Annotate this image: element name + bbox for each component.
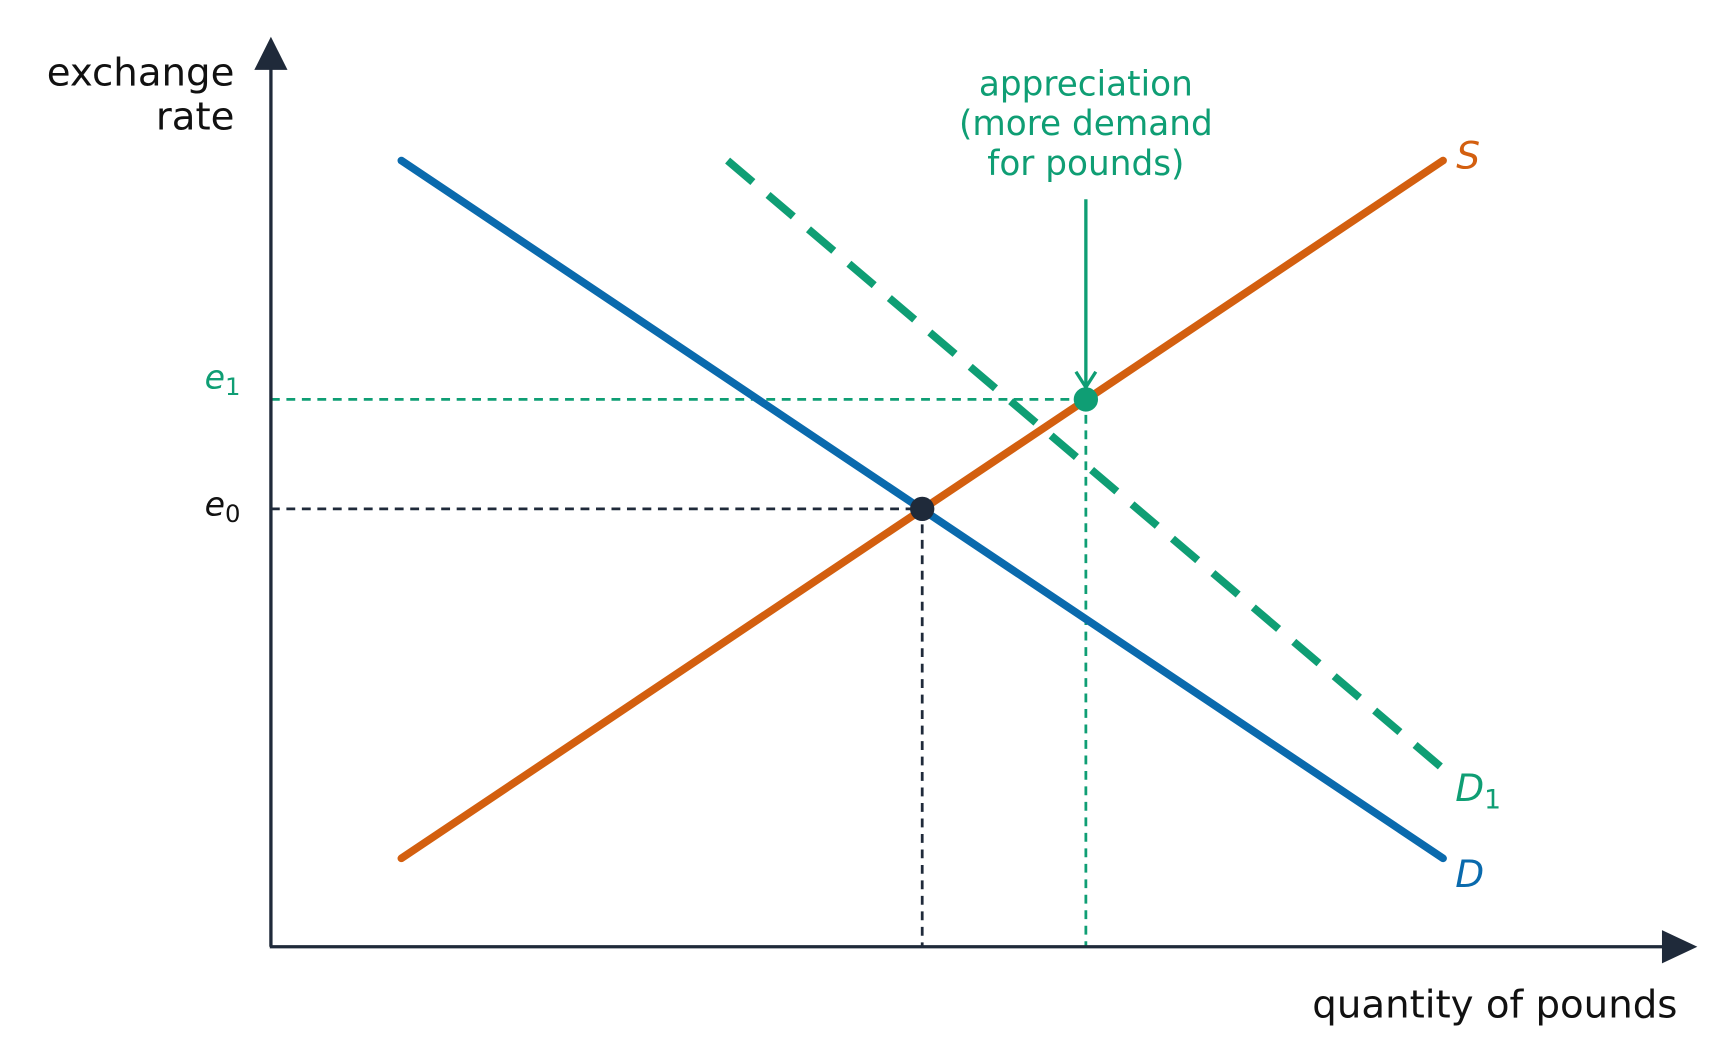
e0-label: e0 xyxy=(205,485,241,529)
new-demand-label: D1 xyxy=(1455,766,1501,816)
label-letter: D xyxy=(1455,766,1484,810)
supply-label: S xyxy=(1456,133,1480,177)
e1-label: e1 xyxy=(205,357,241,401)
label-subscript: 1 xyxy=(1484,785,1501,816)
x-axis-arrow xyxy=(1661,930,1698,964)
demand-label: D xyxy=(1455,852,1484,896)
y-axis-arrow xyxy=(254,36,288,70)
label-letter: e xyxy=(205,485,225,524)
annotation: (more demand xyxy=(959,104,1213,144)
label-subscript: 1 xyxy=(225,372,240,401)
equilibrium-point xyxy=(910,496,935,522)
label-letter: e xyxy=(205,357,225,396)
new-equilibrium-point xyxy=(1073,387,1099,412)
y-axis-label: exchange xyxy=(47,50,235,95)
annotation: appreciation xyxy=(979,64,1193,104)
x-axis-label: quantity of pounds xyxy=(1312,983,1677,1028)
annotation: for pounds) xyxy=(987,144,1184,184)
y-axis-label: rate xyxy=(156,95,235,140)
label-subscript: 0 xyxy=(225,499,240,528)
